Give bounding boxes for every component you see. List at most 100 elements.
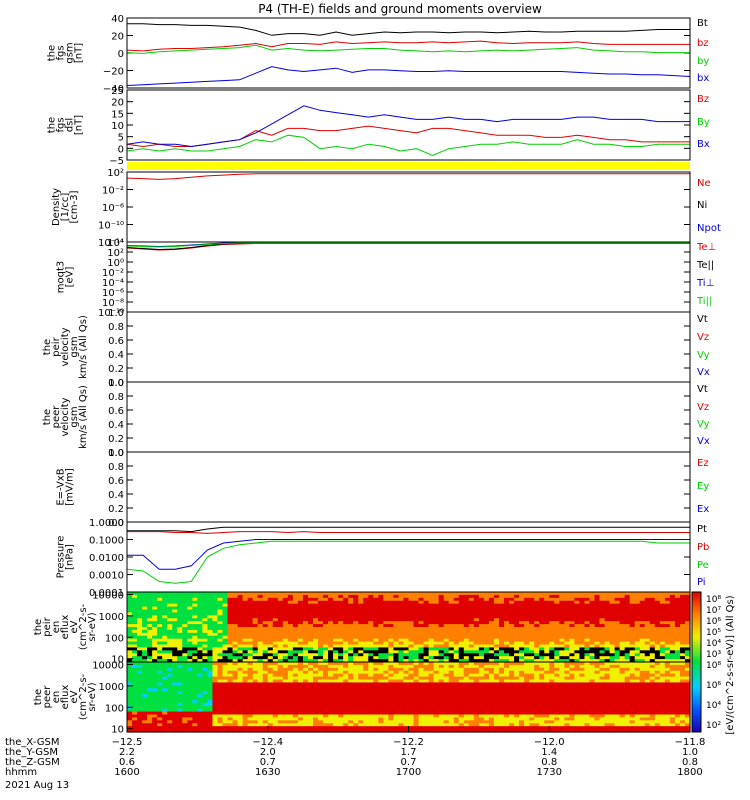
spectrogram-cell (644, 650, 651, 654)
spectrogram-cell (549, 676, 555, 681)
spectrogram-cell (282, 717, 289, 721)
spectrogram-cell (318, 600, 324, 605)
spectrogram-cell (473, 615, 480, 619)
spectrogram-cell (428, 629, 435, 634)
spectrogram-cell (202, 615, 209, 619)
spectrogram-cell (684, 659, 691, 663)
spectrogram-cell (267, 635, 274, 640)
spectrogram-cell (408, 656, 415, 660)
spectrogram-cell (398, 667, 405, 672)
spectrogram-cell (393, 705, 400, 710)
spectrogram-cell (519, 691, 525, 695)
spectrogram-cell (137, 714, 143, 719)
spectrogram-cell (207, 711, 214, 716)
spectrogram-cell (493, 691, 500, 695)
spectrogram-cell (664, 641, 671, 646)
spectrogram-cell (534, 705, 540, 710)
spectrogram-cell (529, 635, 535, 640)
spectrogram-cell (468, 629, 475, 634)
spectrogram-cell (649, 606, 656, 611)
spectrogram-cell (393, 688, 400, 692)
spectrogram-cell (302, 682, 309, 686)
spectrogram-cell (483, 699, 490, 704)
spectrogram-cell (383, 717, 389, 721)
spectrogram-cell (368, 656, 374, 660)
spectrogram-cell (554, 667, 560, 672)
spectrogram-cell (569, 597, 575, 602)
spectrogram-cell (438, 606, 445, 611)
spectrogram-cell (604, 644, 611, 649)
spectrogram-cell (649, 629, 656, 634)
spectrogram-cell (217, 624, 224, 628)
spectrogram-cell (423, 702, 430, 707)
y-tick-label: 10⁻⁸ (102, 298, 124, 309)
spectrogram-cell (232, 723, 239, 727)
spectrogram-cell (323, 702, 329, 707)
spectrogram-cell (478, 714, 485, 719)
spectrogram-cell (312, 670, 319, 675)
spectrogram-cell (282, 624, 289, 628)
spectrogram-cell (302, 609, 309, 614)
spectrogram-cell (157, 609, 163, 614)
spectrogram-cell (413, 705, 420, 710)
spectrogram-cell (584, 627, 591, 631)
spectrogram-cell (323, 656, 329, 660)
spectrogram-cell (549, 711, 555, 716)
spectrogram-cell (478, 594, 485, 599)
spectrogram-cell (564, 603, 570, 608)
spectrogram-cell (182, 627, 188, 631)
spectrogram-cell (232, 592, 239, 596)
spectrogram-cell (504, 708, 510, 713)
spectrogram-cell (534, 702, 540, 707)
spectrogram-cell (539, 679, 545, 684)
spectrogram-cell (227, 673, 234, 678)
spectrogram-cell (338, 632, 344, 637)
spectrogram-cell (544, 644, 550, 649)
spectrogram-cell (242, 594, 249, 599)
spectrogram-cell (574, 635, 581, 640)
spectrogram-cell (569, 656, 575, 660)
spectrogram-cell (277, 621, 284, 625)
spectrogram-cell (292, 714, 299, 719)
spectrogram-cell (488, 723, 495, 727)
spectrogram-cell (629, 656, 636, 660)
spectrogram-cell (418, 691, 425, 695)
spectrogram-cell (393, 711, 400, 716)
spectrogram-cell (287, 629, 294, 634)
spectrogram-cell (554, 691, 560, 695)
spectrogram-cell (644, 641, 651, 646)
spectrogram-cell (137, 624, 143, 628)
spectrogram-cell (468, 618, 475, 622)
spectrogram-cell (162, 729, 168, 733)
spectrogram-cell (413, 685, 420, 689)
spectrogram-cell (584, 621, 591, 625)
spectrogram-cell (498, 729, 505, 733)
spectrogram-cell (167, 679, 173, 684)
spectrogram-cell (564, 627, 570, 631)
spectrogram-cell (418, 697, 425, 701)
spectrogram-cell (448, 594, 455, 599)
spectrogram-cell (292, 667, 299, 672)
spectrogram-cell (333, 618, 339, 622)
spectrogram-cell (428, 699, 435, 704)
spectrogram-cell (333, 726, 339, 730)
spectrogram-cell (252, 647, 259, 651)
spectrogram-cell (237, 729, 244, 733)
spectrogram-cell (197, 603, 204, 608)
spectrogram-cell (524, 624, 530, 628)
spectrogram-cell (222, 714, 229, 719)
spectrogram-cell (358, 726, 364, 730)
spectrogram-cell (202, 638, 209, 643)
spectrogram-cell (152, 600, 158, 605)
spectrogram-cell (438, 673, 445, 678)
spectrogram-cell (282, 729, 289, 733)
spectrogram-cell (549, 647, 555, 651)
spectrogram-cell (468, 697, 475, 701)
spectrogram-cell (644, 653, 651, 657)
spectrogram-cell (483, 664, 490, 669)
spectrogram-cell (132, 606, 138, 611)
spectrogram-cell (272, 653, 279, 657)
spectrogram-cell (493, 629, 500, 634)
spectrogram-cell (232, 653, 239, 657)
spectrogram-cell (674, 647, 681, 651)
